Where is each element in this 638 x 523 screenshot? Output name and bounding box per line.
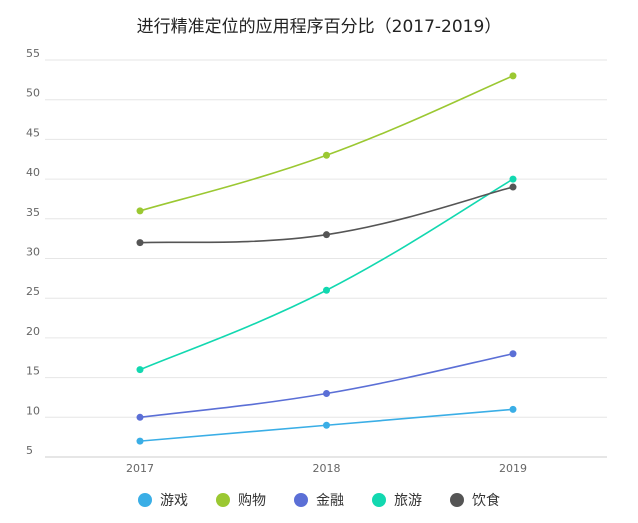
data-point-s0-2017 xyxy=(136,437,144,445)
y-tick-label-55: 55 xyxy=(26,47,40,60)
chart-title: 进行精准定位的应用程序百分比（2017-2019） xyxy=(136,17,502,37)
y-tick-label-15: 15 xyxy=(26,365,40,378)
y-tick-label-30: 30 xyxy=(26,246,40,259)
data-point-s4-2018 xyxy=(323,231,330,239)
legend-label-4: 饮食 xyxy=(472,493,500,509)
chart-legend: 游戏 购物 金融 旅游 饮食 xyxy=(0,490,638,510)
legend-marker-0 xyxy=(138,493,152,507)
legend-item-1[interactable]: 购物 xyxy=(216,490,266,510)
data-point-s3-2019 xyxy=(509,175,517,183)
legend-marker-3 xyxy=(372,493,386,507)
data-point-s4-2017 xyxy=(136,239,144,247)
y-tick-label-20: 20 xyxy=(26,325,40,338)
legend-label-3: 旅游 xyxy=(394,493,422,509)
y-tick-label-10: 10 xyxy=(26,404,40,417)
legend-item-2[interactable]: 金融 xyxy=(294,490,344,510)
y-tick-label-50: 50 xyxy=(26,87,40,100)
legend-item-4[interactable]: 饮食 xyxy=(450,490,500,510)
y-tick-label-40: 40 xyxy=(26,166,40,179)
legend-label-2: 金融 xyxy=(316,493,344,509)
y-tick-label-35: 35 xyxy=(26,206,40,219)
y-tick-label-45: 45 xyxy=(26,126,40,139)
x-tick-label-2019: 2019 xyxy=(499,462,527,475)
data-point-s0-2019 xyxy=(509,405,517,413)
x-tick-label-2017: 2017 xyxy=(126,462,154,475)
series-line-1 xyxy=(139,75,514,212)
chart-plot: 5 10 15 20 25 30 35 40 45 50 55 2017 2018 2019 xyxy=(26,47,607,475)
legend-item-3[interactable]: 旅游 xyxy=(372,490,422,510)
legend-label-1: 购物 xyxy=(238,493,266,509)
legend-item-0[interactable]: 游戏 xyxy=(138,490,188,510)
legend-marker-1 xyxy=(216,493,230,507)
data-point-s1-2017 xyxy=(136,207,144,215)
series-line-3 xyxy=(139,178,514,371)
data-point-s2-2018 xyxy=(323,389,330,397)
y-tick-label-25: 25 xyxy=(26,285,40,298)
data-point-s0-2018 xyxy=(323,421,330,429)
data-point-s3-2018 xyxy=(323,286,330,294)
legend-marker-4 xyxy=(450,493,464,507)
data-point-s1-2019 xyxy=(509,72,517,80)
legend-marker-2 xyxy=(294,493,308,507)
legend-label-0: 游戏 xyxy=(160,493,188,509)
data-point-s2-2017 xyxy=(136,413,144,421)
x-tick-label-2018: 2018 xyxy=(313,462,341,475)
data-point-s2-2019 xyxy=(509,350,517,358)
data-point-s1-2018 xyxy=(323,151,330,159)
data-point-s4-2019 xyxy=(509,183,517,191)
series-line-2 xyxy=(139,352,514,419)
y-tick-label-5: 5 xyxy=(26,444,33,457)
data-point-s3-2017 xyxy=(136,366,144,374)
